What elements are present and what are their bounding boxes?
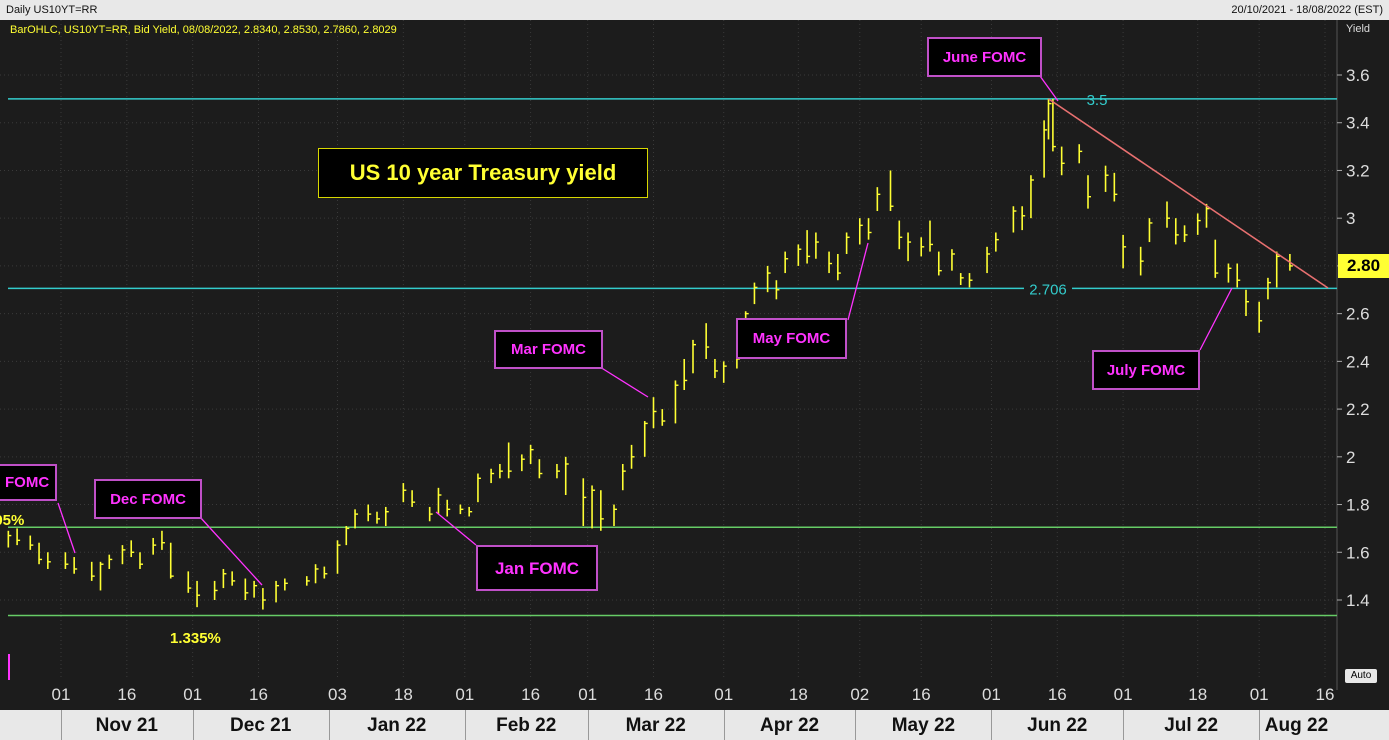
low-yield-label: 1.335% (170, 630, 221, 647)
y-tick-label: 3.4 (1346, 114, 1370, 133)
month-separator (855, 710, 857, 740)
level-label-bg (1024, 279, 1072, 298)
july-fomc-annotation: July FOMC (1092, 350, 1200, 390)
month-separator (1123, 710, 1125, 740)
month-label: Jul 22 (1164, 715, 1219, 736)
y-tick-label: 2 (1346, 448, 1355, 467)
month-label: Feb 22 (496, 715, 557, 736)
month-separator (464, 710, 466, 740)
annotation-leader (847, 242, 869, 321)
x-tick-label: 16 (249, 685, 268, 704)
month-separator (587, 710, 589, 740)
mid-yield-label: 705% (0, 512, 25, 529)
month-label: Jan 22 (367, 715, 427, 736)
instrument-label: Daily US10YT=RR (6, 4, 98, 16)
x-tick-label: 01 (455, 685, 474, 704)
annotation-leader (199, 516, 263, 586)
annotation-leader (57, 502, 76, 554)
level-label-3-5: 3.5 (1087, 92, 1108, 109)
month-label: Dec 21 (230, 715, 292, 736)
level-label-2-706: 2.706 (1029, 281, 1067, 298)
chart-title: US 10 year Treasury yield (318, 148, 648, 198)
x-tick-label: 01 (982, 685, 1001, 704)
x-tick-label: 18 (1188, 685, 1207, 704)
y-tick-label: 2.4 (1346, 352, 1370, 371)
y-tick-label: 1.4 (1346, 591, 1370, 610)
month-label: Apr 22 (759, 715, 820, 736)
month-separator (723, 710, 725, 740)
chart-header: Daily US10YT=RR 20/10/2021 - 18/08/2022 … (0, 0, 1389, 20)
y-axis-panel (1337, 20, 1389, 690)
y-tick-label: 3.6 (1346, 66, 1370, 85)
x-tick-label: 18 (394, 685, 413, 704)
x-tick-label: 16 (521, 685, 540, 704)
x-tick-label: 01 (714, 685, 733, 704)
y-tick-label: 1.6 (1346, 543, 1370, 562)
y-tick-label: 3.2 (1346, 161, 1370, 180)
dec-fomc-annotation: Dec FOMC (94, 479, 202, 519)
x-tick-label: 16 (1048, 685, 1067, 704)
annotation-leader (435, 511, 477, 546)
month-label: Aug 22 (1264, 715, 1329, 736)
last-price-marker: 2.80 (1338, 254, 1389, 278)
y-tick-label: 2.2 (1346, 400, 1370, 419)
month-label: Nov 21 (95, 715, 158, 736)
may-fomc-annotation: May FOMC (736, 318, 847, 359)
x-tick-label: 01 (183, 685, 202, 704)
y-tick-label: 3 (1346, 209, 1355, 228)
annotation-leader (1039, 75, 1059, 102)
x-tick-label: 16 (912, 685, 931, 704)
month-label: Jun 22 (1027, 715, 1088, 736)
x-tick-label: 18 (789, 685, 808, 704)
x-tick-label: 01 (1250, 685, 1269, 704)
resistance-trendline (1048, 98, 1329, 289)
x-tick-label: 02 (850, 685, 869, 704)
x-tick-label: 16 (1316, 685, 1335, 704)
x-tick-label: 16 (644, 685, 663, 704)
x-tick-label: 03 (328, 685, 347, 704)
month-label: May 22 (891, 715, 956, 736)
month-separator (1259, 710, 1261, 740)
jan-fomc-annotation: Jan FOMC (476, 545, 598, 591)
y-tick-label: 1.8 (1346, 496, 1370, 515)
auto-scale-button[interactable]: Auto (1345, 669, 1377, 683)
month-label: Mar 22 (625, 715, 686, 736)
month-separator (991, 710, 993, 740)
month-axis: Nov 21 Dec 21 Jan 22 Feb 22 Mar 22 Apr 22 May … (0, 710, 1389, 740)
month-separator (61, 710, 62, 740)
june-fomc-annotation: June FOMC (927, 37, 1042, 77)
date-range: 20/10/2021 - 18/08/2022 (EST) (1231, 4, 1383, 16)
mar-fomc-annotation: Mar FOMC (494, 330, 603, 369)
x-tick-label: 16 (117, 685, 136, 704)
series-legend: BarOHLC, US10YT=RR, Bid Yield, 08/08/202… (10, 24, 397, 36)
month-separator (192, 710, 194, 740)
x-tick-label: 01 (1114, 685, 1133, 704)
annotation-leader (1199, 287, 1233, 351)
y-axis-title: Yield (1346, 23, 1370, 35)
x-tick-label: 01 (52, 685, 71, 704)
x-tick-label: 01 (578, 685, 597, 704)
nov-fomc-annotation: FOMC (0, 464, 57, 501)
y-tick-label: 2.6 (1346, 305, 1370, 324)
annotation-leader (599, 366, 649, 398)
month-separator (328, 710, 330, 740)
